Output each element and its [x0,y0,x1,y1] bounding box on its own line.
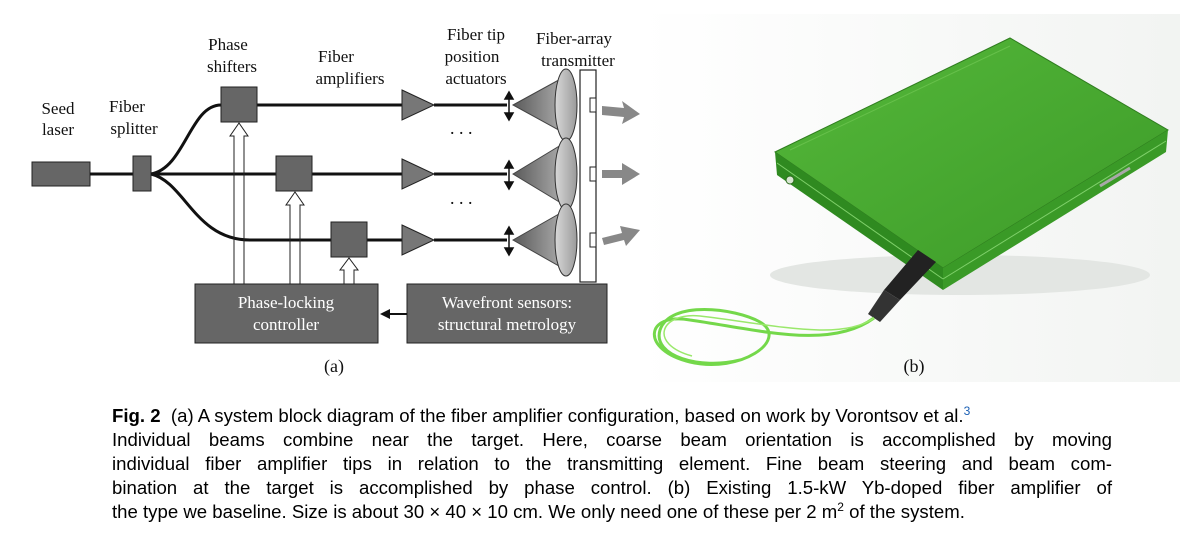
fiber-amplifiers-label-2: amplifiers [316,69,385,88]
controller-label-1: Phase-locking [238,293,335,312]
actuators-label-2: position [445,47,500,66]
wavefront-label-1: Wavefront sensors: [442,293,572,312]
actuators-label-3: actuators [445,69,506,88]
figure-number: Fig. 2 [112,405,161,426]
seed-laser-label-2: laser [42,120,74,139]
aperture-3 [589,232,597,248]
caption-line-2: Individual beams combine near the target… [112,429,1112,450]
control-arrows [229,122,359,284]
phase-shifter-2 [275,155,313,192]
phase-shifters-label-1: Phase [208,35,248,54]
aperture-2 [589,166,597,182]
caption-line-5-end: of the system. [843,501,965,522]
seed-laser-block [31,161,91,187]
caption-line-4: bination at the target is accomplished b… [112,477,1112,498]
panel-a-label: (a) [324,356,344,377]
ellipsis-1: . . . [450,118,473,138]
amplifier-housing [774,37,1169,290]
transmitter-optics [511,68,578,277]
actuators-label-1: Fiber tip [447,25,505,44]
fiber-connector [868,250,936,322]
fiber-lines [150,103,507,242]
fiber-splitter-block [132,155,152,192]
feedback-arrow [380,309,407,319]
caption-line-1-text: (a) A system block diagram of the fiber … [170,405,964,426]
panel-b-label: (b) [904,356,925,377]
aperture-1 [589,97,597,113]
fiber-splitter-label-2: splitter [110,119,158,138]
phase-locking-controller-box [194,283,379,344]
wavefront-label-2: structural metrology [438,315,577,334]
panel-b-amplifier-photo: (b) [640,14,1180,382]
phase-shifters-label-2: shifters [207,57,257,76]
output-beam-arrows [602,101,640,246]
transmitter-label-2: transmitter [541,51,615,70]
phase-shifter-3 [330,221,368,258]
amplifier-2 [401,158,436,190]
superscript-2: 2 [837,500,844,514]
controller-label-2: controller [253,315,319,334]
caption-line-1: Fig. 2 (a) A system block diagram of the… [112,404,1112,428]
actuator-arrows [503,90,515,257]
figure-caption: Fig. 2 (a) A system block diagram of the… [112,404,1112,524]
transmitter-label-1: Fiber-array [536,29,613,48]
fiber-splitter-label-1: Fiber [109,97,145,116]
caption-line-5: the type we baseline. Size is about 30 ×… [112,500,1112,524]
ellipsis-2: . . . [450,188,473,208]
figure: Seed laser Fiber splitter Phase shifters… [31,14,1180,382]
panel-a-block-diagram: Seed laser Fiber splitter Phase shifters… [31,25,640,377]
caption-line-3: individual fiber amplifier tips in relat… [112,453,1112,474]
amplifier-3 [401,224,436,256]
fiber-coil [652,308,875,366]
reference-link[interactable]: 3 [963,404,971,418]
amplifier-1 [401,89,436,121]
seed-laser-label-1: Seed [41,99,75,118]
phase-shifter-1 [220,86,258,123]
caption-line-5-text: the type we baseline. Size is about 30 ×… [112,501,838,522]
wavefront-sensors-box [406,283,608,344]
fiber-amplifiers-label-1: Fiber [318,47,354,66]
